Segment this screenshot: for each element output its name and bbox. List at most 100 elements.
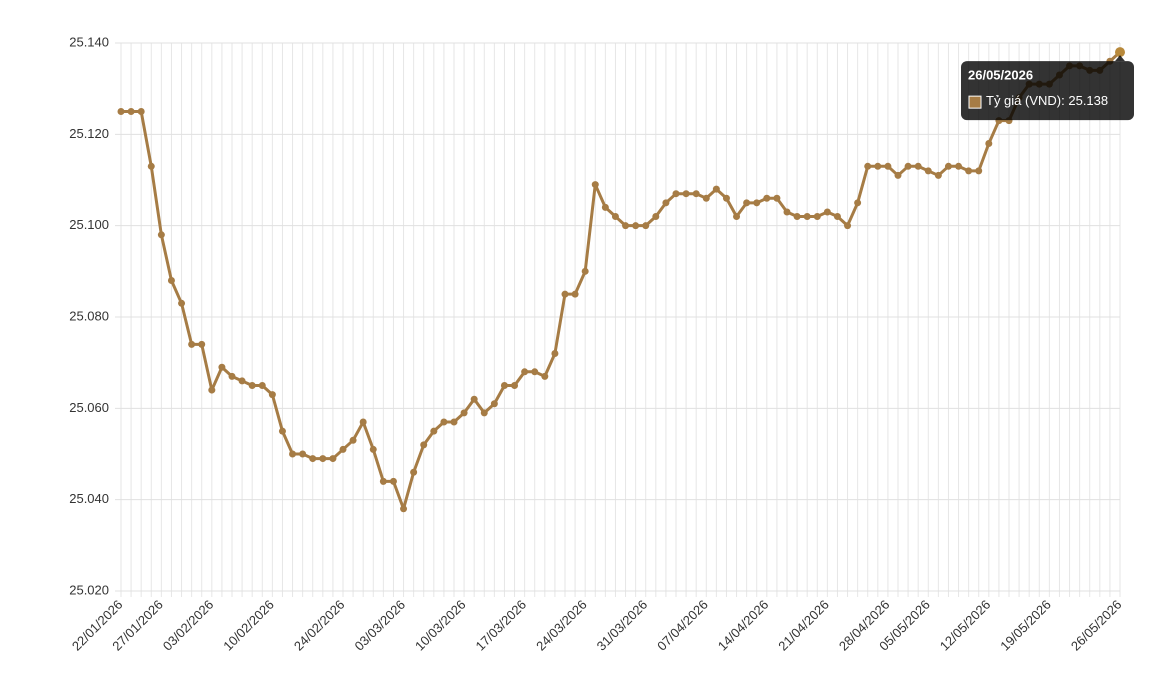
point: [238, 377, 246, 385]
point: [844, 222, 852, 230]
point: [339, 445, 347, 453]
tooltip-swatch: [968, 95, 982, 109]
x-tick-label: 24/02/2026: [291, 597, 348, 654]
x-tick-label: 10/03/2026: [412, 597, 469, 654]
tooltip: 26/05/2026 Tỷ giá (VND): 25.138: [961, 55, 1134, 121]
point: [541, 372, 549, 380]
y-tick-label: 25.040: [69, 491, 109, 506]
y-tick-label: 25.080: [69, 308, 109, 323]
x-tick-label: 03/02/2026: [160, 597, 217, 654]
point: [793, 213, 801, 221]
point: [894, 171, 902, 179]
point: [228, 372, 236, 380]
point: [702, 194, 710, 202]
point: [329, 455, 337, 463]
tooltip-label: Tỷ giá (VND): 25.138: [986, 94, 1108, 109]
x-tick-label: 19/05/2026: [997, 597, 1054, 654]
point: [440, 418, 448, 426]
point: [733, 213, 741, 221]
point: [611, 213, 619, 221]
point: [198, 340, 206, 348]
point: [551, 350, 559, 358]
point: [268, 391, 276, 399]
x-tick-label: 03/03/2026: [351, 597, 408, 654]
tooltip-caret: [1115, 55, 1125, 62]
point: [682, 190, 690, 198]
point: [884, 162, 892, 170]
point: [521, 368, 529, 376]
line: [121, 51, 1122, 511]
point: [460, 409, 468, 417]
point: [309, 455, 317, 463]
point: [117, 108, 125, 115]
point: [511, 382, 519, 389]
point: [208, 386, 216, 394]
point: [763, 194, 771, 202]
x-tick-label: 31/03/2026: [594, 597, 651, 654]
y-tick-label: 25.020: [69, 582, 109, 597]
point: [975, 167, 983, 175]
point: [924, 167, 932, 175]
point: [218, 363, 226, 371]
point: [662, 199, 670, 207]
point: [874, 162, 882, 170]
y-tick-label: 25.100: [69, 217, 109, 232]
point: [773, 194, 781, 202]
point: [430, 427, 438, 435]
y-tick-label: 25.060: [69, 400, 109, 415]
point: [258, 382, 266, 389]
point: [490, 400, 498, 408]
point: [743, 199, 751, 207]
x-tick-label: 21/04/2026: [775, 597, 832, 654]
point: [692, 190, 700, 198]
point: [319, 455, 327, 463]
tooltip-sep: :: [1061, 94, 1068, 109]
point: [571, 290, 579, 298]
point: [1115, 47, 1125, 58]
point: [955, 162, 963, 170]
point: [864, 162, 872, 170]
point: [178, 299, 186, 307]
point: [379, 477, 387, 485]
point: [248, 382, 256, 389]
point: [359, 418, 367, 426]
point: [147, 162, 155, 170]
point: [813, 213, 821, 221]
point: [369, 445, 377, 453]
point: [783, 208, 791, 216]
point: [410, 468, 418, 476]
x-tick-label: 12/05/2026: [937, 597, 994, 654]
point: [823, 208, 831, 216]
point: [581, 267, 589, 275]
point: [854, 199, 862, 207]
point: [157, 231, 165, 239]
point: [289, 450, 297, 458]
point: [632, 222, 640, 230]
point: [349, 436, 357, 444]
point: [470, 395, 478, 403]
point: [985, 139, 993, 147]
point: [167, 276, 175, 284]
tooltip-series: Tỷ giá (VND): [986, 94, 1061, 109]
point: [480, 409, 488, 417]
point: [944, 162, 952, 170]
point: [591, 181, 599, 189]
point: [531, 368, 539, 376]
point: [652, 213, 660, 221]
point: [127, 108, 135, 115]
point: [420, 441, 428, 449]
point: [278, 427, 286, 435]
point: [904, 162, 912, 170]
y-tick-label: 25.120: [69, 126, 109, 141]
point: [561, 290, 569, 298]
point: [914, 162, 922, 170]
point: [965, 167, 973, 175]
tooltip-box: [961, 61, 1134, 121]
point: [642, 222, 650, 230]
point: [712, 185, 720, 193]
point: [389, 477, 397, 485]
point: [833, 213, 841, 221]
point: [622, 222, 630, 230]
point: [400, 505, 408, 513]
